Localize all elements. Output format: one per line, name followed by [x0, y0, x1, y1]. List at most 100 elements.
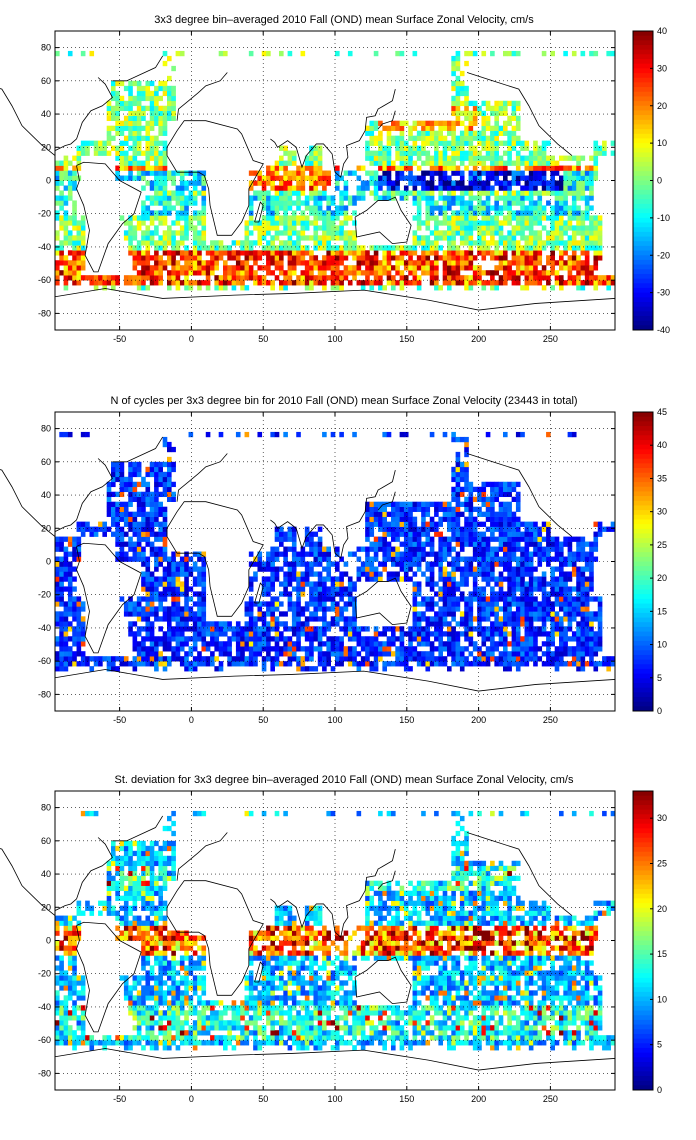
heatmap-cell — [304, 631, 310, 637]
heatmap-cell — [391, 561, 396, 567]
heatmap-cell — [533, 275, 538, 281]
heatmap-cell — [158, 601, 163, 607]
heatmap-cell — [434, 531, 439, 537]
heatmap-cell — [468, 125, 474, 131]
heatmap-cell — [141, 521, 146, 527]
heatmap-cell — [395, 165, 400, 171]
heatmap-cell — [227, 275, 232, 281]
heatmap-cell — [283, 581, 288, 587]
heatmap-cell — [533, 270, 538, 276]
heatmap-cell — [477, 591, 482, 597]
heatmap-cell — [59, 170, 64, 176]
heatmap-cell — [210, 250, 215, 256]
heatmap-cell — [481, 50, 487, 57]
heatmap-cell — [447, 155, 452, 161]
heatmap-cell — [391, 165, 396, 171]
heatmap-cell — [67, 265, 73, 271]
heatmap-cell — [391, 641, 396, 647]
heatmap-cell — [326, 661, 331, 667]
heatmap-cell — [382, 506, 387, 512]
heatmap-cell — [468, 561, 474, 567]
heatmap-cell — [184, 285, 189, 291]
heatmap-cell — [528, 245, 534, 251]
heatmap-cell — [455, 50, 461, 57]
heatmap-cell — [145, 596, 151, 602]
heatmap-cell — [408, 631, 413, 637]
heatmap-cell — [490, 486, 495, 493]
heatmap-cell — [326, 656, 331, 662]
heatmap-cell — [128, 661, 133, 667]
heatmap-cell — [498, 205, 504, 211]
colorbar-segment — [633, 59, 653, 65]
heatmap-cell — [179, 240, 185, 246]
heatmap-cell — [451, 646, 456, 652]
heatmap-cell — [119, 466, 125, 473]
heatmap-cell — [528, 200, 534, 206]
heatmap-cell — [227, 255, 232, 261]
heatmap-cell — [580, 230, 586, 236]
heatmap-cell — [528, 230, 534, 236]
heatmap-cell — [477, 491, 482, 498]
heatmap-cell — [472, 170, 478, 176]
heatmap-cell — [261, 195, 267, 201]
heatmap-cell — [80, 626, 86, 632]
heatmap-cell — [55, 556, 60, 562]
heatmap-cell — [455, 255, 461, 261]
heatmap-cell — [335, 606, 340, 612]
heatmap-cell — [593, 225, 599, 231]
heatmap-cell — [214, 240, 219, 246]
heatmap-cell — [184, 566, 189, 572]
heatmap-cell — [373, 125, 379, 131]
heatmap-cell — [485, 125, 491, 131]
heatmap-cell — [175, 260, 181, 266]
heatmap-cell — [115, 125, 120, 131]
heatmap-cell — [369, 521, 375, 527]
heatmap-cell — [485, 180, 491, 186]
heatmap-cell — [154, 240, 159, 246]
heatmap-cell — [175, 651, 181, 657]
heatmap-cell — [132, 526, 138, 532]
heatmap-cell — [244, 631, 250, 637]
heatmap-cell — [93, 656, 99, 662]
heatmap-cell — [287, 170, 293, 176]
heatmap-cell — [248, 601, 254, 607]
colorbar-segment — [633, 147, 653, 153]
heatmap-cell — [459, 461, 465, 468]
heatmap-cell — [442, 220, 448, 226]
heatmap-cell — [266, 561, 271, 567]
heatmap-cell — [167, 581, 172, 587]
heatmap-cell — [378, 260, 383, 266]
heatmap-cell — [373, 631, 379, 637]
heatmap-cell — [111, 491, 116, 498]
heatmap-cell — [179, 571, 185, 577]
heatmap-cell — [270, 250, 275, 256]
heatmap-cell — [158, 501, 163, 507]
heatmap-cell — [171, 566, 176, 572]
heatmap-cell — [335, 546, 340, 552]
heatmap-cell — [279, 155, 284, 161]
heatmap-cell — [55, 616, 60, 622]
heatmap-cell — [67, 230, 73, 236]
heatmap-cell — [266, 621, 271, 627]
heatmap-cell — [63, 571, 69, 577]
heatmap-cell — [498, 170, 504, 176]
heatmap-cell — [382, 641, 387, 647]
heatmap-cell — [373, 516, 379, 522]
heatmap-cell — [528, 280, 534, 286]
heatmap-cell — [382, 245, 387, 251]
heatmap-cell — [403, 275, 409, 281]
heatmap-cell — [287, 240, 293, 246]
heatmap-cell — [89, 275, 95, 281]
heatmap-cell — [279, 250, 284, 256]
heatmap-cell — [55, 280, 60, 286]
heatmap-cell — [524, 180, 530, 186]
heatmap-cell — [162, 170, 168, 176]
heatmap-cell — [425, 195, 431, 201]
heatmap-cell — [442, 641, 448, 647]
heatmap-cell — [408, 506, 413, 512]
heatmap-cell — [365, 260, 370, 266]
heatmap-cell — [447, 546, 452, 552]
heatmap-cell — [184, 661, 189, 667]
heatmap-cell — [584, 240, 590, 246]
heatmap-cell — [201, 621, 207, 627]
